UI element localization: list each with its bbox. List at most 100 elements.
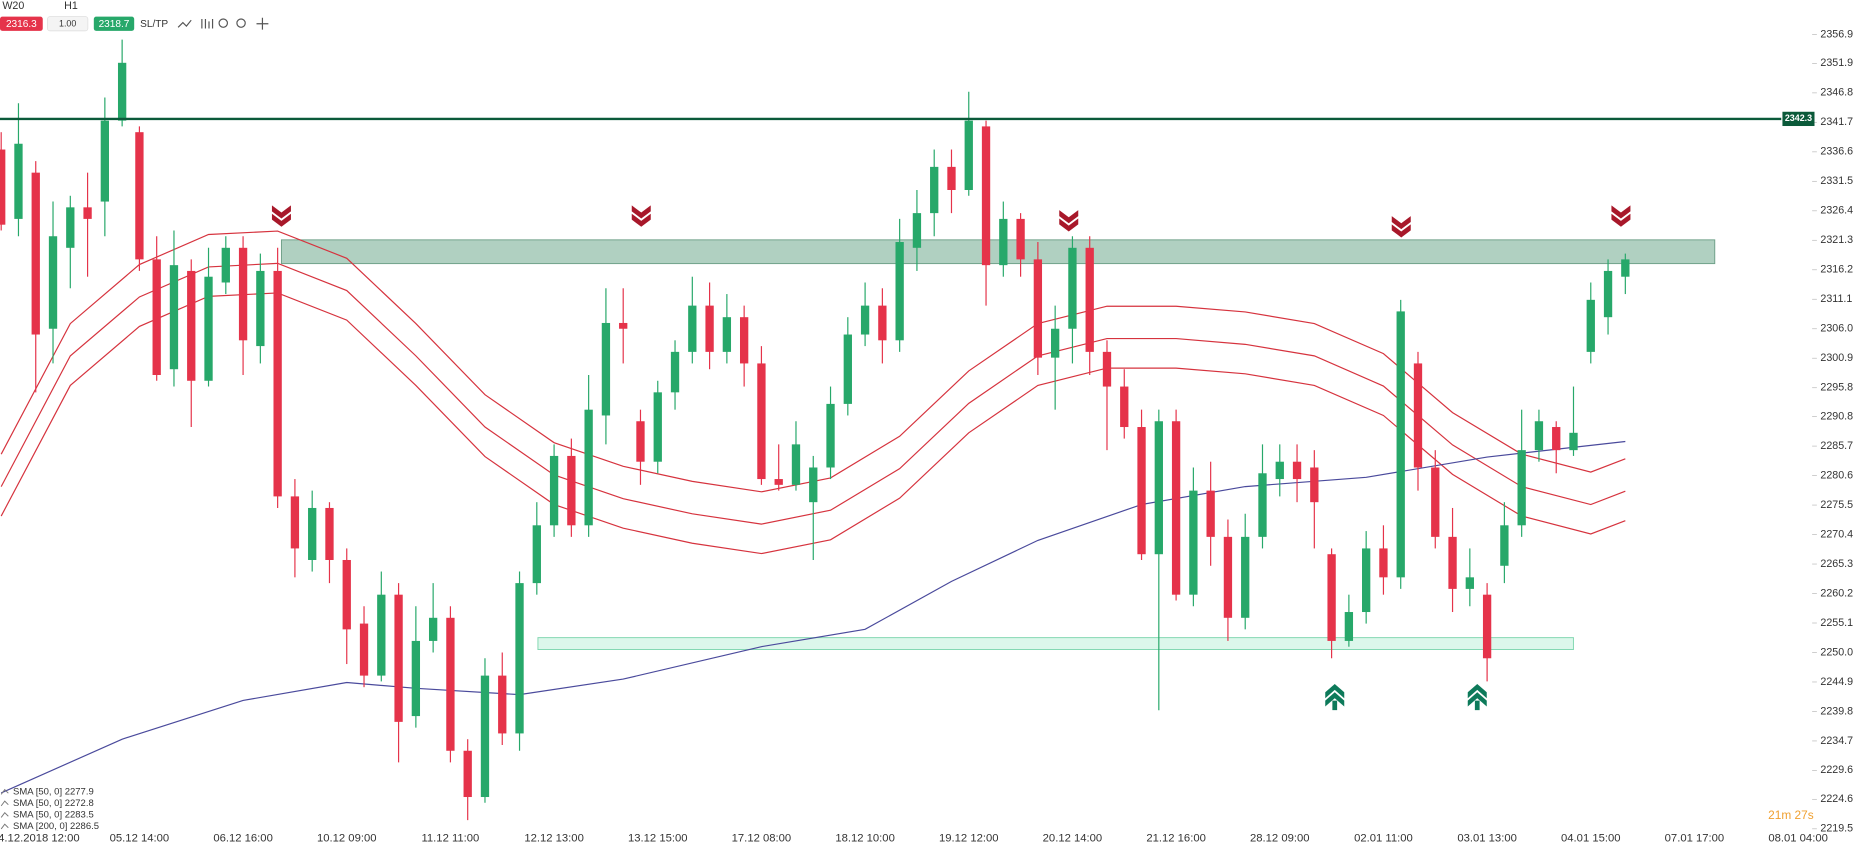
buy-arrow xyxy=(1467,683,1487,711)
candle-body xyxy=(791,444,801,485)
candle-body xyxy=(1534,421,1544,451)
candle-body xyxy=(757,363,766,480)
x-axis: 04.12.2018 12:00 05.12 14:00 06.12 16:00 10… xyxy=(0,832,1828,844)
candle-body xyxy=(567,455,576,526)
candle-body xyxy=(1050,328,1060,358)
y-tick-label: 2351.9 xyxy=(1820,57,1853,69)
arrows xyxy=(271,205,1631,238)
candle-body xyxy=(1621,259,1630,277)
candle-body xyxy=(999,218,1008,266)
candle-body xyxy=(1085,247,1094,352)
indicator-icon[interactable] xyxy=(201,18,214,29)
candle-body xyxy=(100,120,110,202)
candle-body xyxy=(1137,427,1146,555)
sell-arrow xyxy=(1391,216,1411,238)
candle-body xyxy=(1310,467,1319,503)
x-tick-label: 08.01 04:00 xyxy=(1768,832,1828,844)
y-tick-label: 2265.3 xyxy=(1820,558,1853,570)
y-tick-label: 2250.0 xyxy=(1820,646,1853,658)
x-tick-label: 06.12 16:00 xyxy=(213,832,273,844)
y-tick-label: 2336.6 xyxy=(1820,146,1853,158)
y-tick-label: 2280.6 xyxy=(1820,469,1853,481)
candle-body xyxy=(688,305,697,352)
candle-body xyxy=(1275,461,1284,480)
sltp-button[interactable]: SL/TP xyxy=(140,19,168,30)
sell-button[interactable] xyxy=(0,16,43,31)
candle-body xyxy=(722,317,732,352)
crosshair-icon[interactable] xyxy=(256,17,269,30)
x-tick-label: 28.12 09:00 xyxy=(1250,832,1310,844)
y-tick-label: 2321.3 xyxy=(1820,234,1853,246)
candle-body xyxy=(377,594,386,676)
x-tick-label: 05.12 14:00 xyxy=(110,832,170,844)
candle-body xyxy=(1603,270,1613,318)
candle-body xyxy=(1552,427,1561,451)
x-tick-label: 13.12 15:00 xyxy=(628,832,688,844)
y-axis: 2356.9 2351.9 2346.8 2341.7 2336.6 2331.5 2326… xyxy=(1812,28,1853,835)
y-tick-label: 2356.9 xyxy=(1820,28,1853,40)
legend-icon xyxy=(0,800,9,807)
candle-body xyxy=(117,62,127,121)
support-zone xyxy=(537,637,1574,650)
candle-body xyxy=(1016,218,1025,260)
candles xyxy=(0,39,1630,821)
zoom-out-icon[interactable] xyxy=(218,18,228,28)
candle-body xyxy=(204,276,213,381)
legend-label: SMA [50, 0] 2272.8 xyxy=(13,798,94,809)
candle-body xyxy=(774,479,783,485)
candle-body xyxy=(705,305,714,352)
draw-tool-icon[interactable] xyxy=(177,19,192,28)
candle-body xyxy=(411,640,421,717)
candle-body xyxy=(169,265,179,370)
y-tick-label: 2326.4 xyxy=(1820,205,1853,217)
candle-body xyxy=(1292,461,1302,480)
candle-body xyxy=(1120,386,1129,428)
candle-body xyxy=(1344,612,1354,641)
sell-price[interactable]: 2316.3 xyxy=(6,19,37,30)
legend-icon xyxy=(0,811,9,818)
candle-body xyxy=(66,207,75,248)
x-tick-label: 04.12.2018 12:00 xyxy=(0,832,80,844)
plot-area xyxy=(0,39,1782,821)
zoom-in-icon[interactable] xyxy=(236,18,246,28)
legend-label: SMA [50, 0] 2283.5 xyxy=(13,810,94,821)
x-tick-label: 17.12 08:00 xyxy=(732,832,792,844)
candle-body xyxy=(1068,247,1077,329)
candle-body xyxy=(1413,363,1423,468)
candle-body xyxy=(584,409,593,526)
candle-body xyxy=(463,750,472,798)
indicator-line xyxy=(0,440,1626,794)
candle-body xyxy=(930,166,939,214)
candle-body xyxy=(14,143,23,219)
candle-body xyxy=(809,467,818,503)
candle-body xyxy=(1033,259,1043,358)
x-tick-label: 03.01 13:00 xyxy=(1457,832,1517,844)
timeframe[interactable]: H1 xyxy=(64,0,78,12)
buy-arrow xyxy=(1325,683,1345,711)
lot-size[interactable]: 1.00 xyxy=(59,19,76,29)
candle-body xyxy=(498,675,507,734)
arrows xyxy=(1325,683,1487,711)
y-tick-label: 2311.1 xyxy=(1820,293,1852,305)
buy-button[interactable] xyxy=(93,16,135,31)
countdown-timer: 21m 27s xyxy=(1768,808,1814,822)
candle-body xyxy=(256,270,265,347)
symbol[interactable]: W20 xyxy=(2,0,24,12)
legend-icon xyxy=(0,788,9,795)
candle-body xyxy=(1362,548,1371,613)
candle-body xyxy=(428,617,438,641)
buy-price[interactable]: 2318.7 xyxy=(99,19,130,30)
x-tick-label: 07.01 17:00 xyxy=(1665,832,1725,844)
candle-body xyxy=(1396,311,1405,578)
candle-body xyxy=(1569,432,1578,451)
y-tick-label: 2229.6 xyxy=(1820,764,1853,776)
legend-icon xyxy=(0,823,9,830)
candle-body xyxy=(1327,554,1336,641)
candle-body xyxy=(532,525,541,584)
y-tick-label: 2300.9 xyxy=(1820,352,1853,364)
lot-input[interactable] xyxy=(47,16,89,32)
candle-body xyxy=(601,322,611,416)
candle-body xyxy=(1154,421,1163,555)
